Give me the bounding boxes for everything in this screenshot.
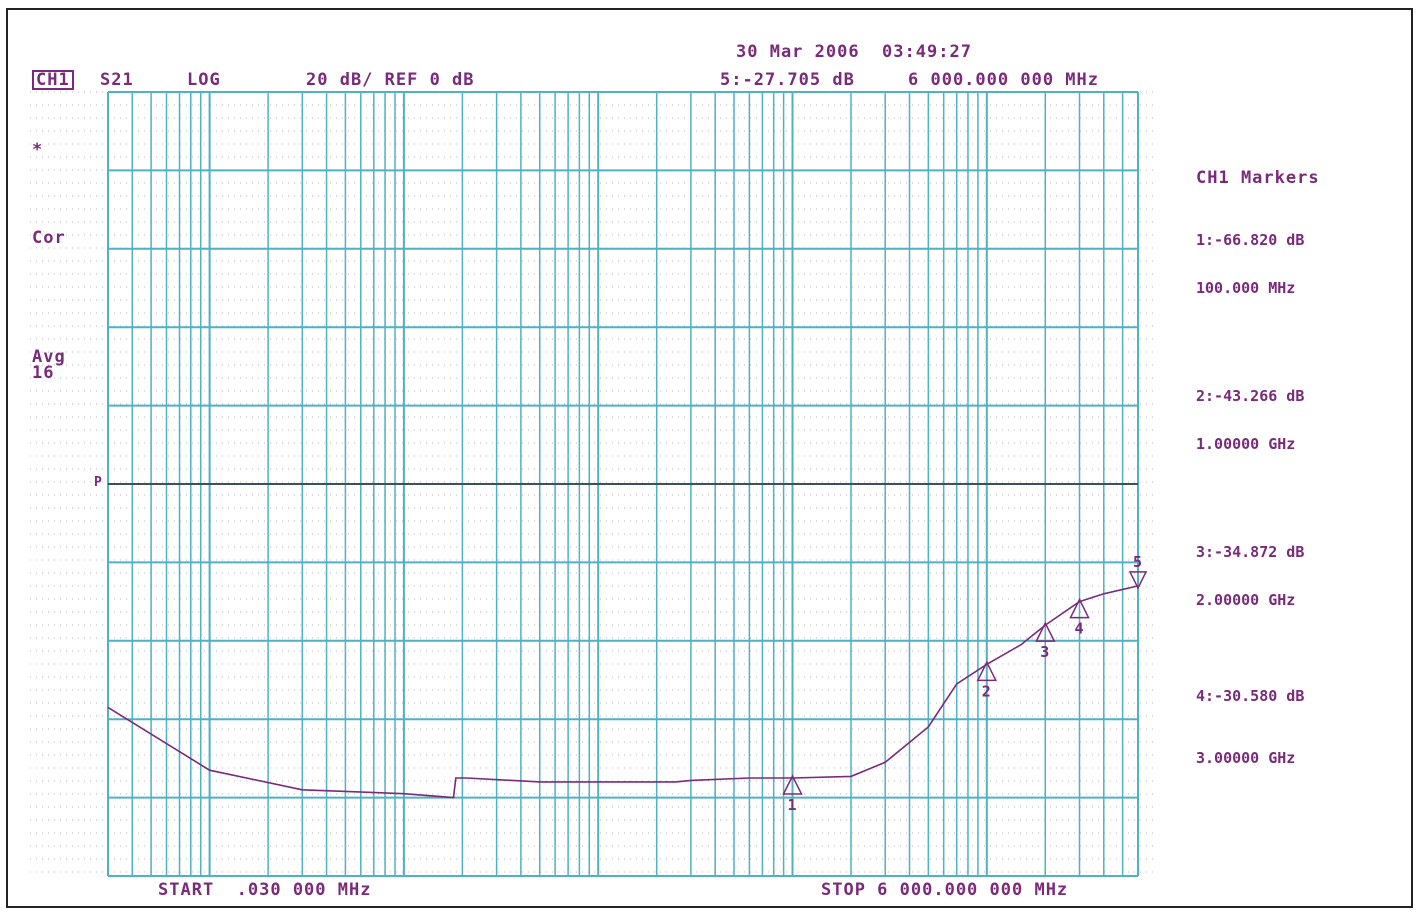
marker-triangle <box>1069 597 1090 619</box>
correction-label: Cor <box>32 228 66 248</box>
marker-triangle <box>1128 571 1148 590</box>
marker-entry-value: 4:-30.580 dB <box>1196 687 1305 705</box>
format-label: LOG <box>187 70 221 90</box>
datetime-label: 30 Mar 2006 03:49:27 <box>736 42 972 62</box>
marker-triangle <box>1035 621 1056 642</box>
marker-3: 3 <box>1035 621 1056 661</box>
marker-5: 5 <box>1128 553 1148 590</box>
marker-entry-4: 4:-30.580 dB 3.00000 GHz <box>1196 656 1356 798</box>
marker-entry-value: 1:-66.820 dB <box>1196 231 1305 249</box>
average-label: Avg <box>32 347 66 367</box>
marker-entry-freq: 1.00000 GHz <box>1196 435 1296 453</box>
marker-entry-freq: 100.000 MHz <box>1196 279 1296 297</box>
start-frequency-label: START .030 000 MHz <box>158 880 372 900</box>
marker-entry-1: 1:-66.820 dB 100.000 MHz <box>1196 200 1356 328</box>
parameter-label: S21 <box>100 70 134 90</box>
marker-1: 1 <box>782 774 803 814</box>
marker-label: 2 <box>982 682 991 700</box>
average-count: 16 <box>32 363 55 383</box>
channel-badge: CH1 <box>32 70 74 90</box>
markers-panel-title: CH1 Markers <box>1196 168 1320 188</box>
marker-triangle <box>782 774 803 795</box>
scale-label: 20 dB/ REF 0 dB <box>306 70 475 90</box>
stop-frequency-label: STOP 6 000.000 000 MHz <box>821 880 1069 900</box>
marker-entry-3: 3:-34.872 dB 2.00000 GHz <box>1196 512 1356 640</box>
marker-triangle <box>976 660 998 682</box>
marker-entry-freq: 2.00000 GHz <box>1196 591 1296 609</box>
marker-4: 4 <box>1069 597 1090 638</box>
reference-pointer: P <box>94 475 103 490</box>
markers-panel: CH1 Markers 1:-66.820 dB 100.000 MHz 2:-… <box>1196 168 1356 798</box>
marker-entry-value: 3:-34.872 dB <box>1196 543 1305 561</box>
marker-label: 3 <box>1040 643 1049 661</box>
marker-2: 2 <box>976 660 998 700</box>
marker-entry-value: 2:-43.266 dB <box>1196 387 1305 405</box>
trace-line <box>107 585 1139 799</box>
marker-label: 1 <box>788 796 797 814</box>
active-marker-freq: 6 000.000 000 MHz <box>908 70 1099 90</box>
active-marker-label: 5:-27.705 dB <box>720 70 855 90</box>
star-indicator: * <box>32 140 44 160</box>
marker-label: 4 <box>1075 620 1084 638</box>
analyzer-frame <box>6 8 1413 908</box>
marker-entry-freq: 3.00000 GHz <box>1196 749 1296 767</box>
marker-entry-2: 2:-43.266 dB 1.00000 GHz <box>1196 356 1356 484</box>
marker-label: 5 <box>1133 553 1142 571</box>
